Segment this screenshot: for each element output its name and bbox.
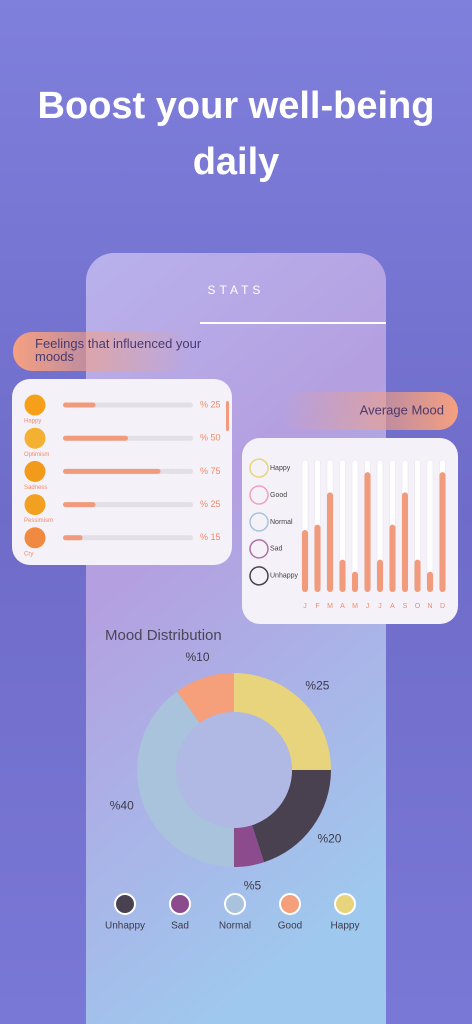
mood-icon bbox=[249, 566, 269, 586]
bar-track bbox=[63, 535, 193, 541]
bar bbox=[63, 535, 83, 541]
bar bbox=[414, 559, 421, 592]
bar bbox=[339, 559, 346, 592]
donut-slice bbox=[234, 825, 264, 867]
x-tick-label: A bbox=[390, 603, 395, 610]
legend-label: Unhappy bbox=[105, 921, 145, 932]
donut-hole bbox=[176, 712, 292, 828]
y-tick-label: Happy bbox=[270, 465, 291, 472]
value-label: %40 bbox=[110, 799, 134, 813]
x-tick-label: D bbox=[440, 603, 445, 610]
legend-swatch bbox=[114, 893, 136, 915]
legend-swatch bbox=[334, 893, 356, 915]
legend-label: Normal bbox=[219, 921, 251, 932]
bar bbox=[302, 530, 308, 592]
x-tick-label: J bbox=[303, 603, 307, 610]
y-tick-label: Unhappy bbox=[270, 573, 299, 580]
bar bbox=[352, 571, 358, 592]
category-label: Optimism bbox=[24, 452, 49, 458]
value-label: % 50 bbox=[200, 433, 221, 443]
bar bbox=[63, 468, 161, 474]
emoji-icon bbox=[24, 527, 46, 549]
x-tick-label: J bbox=[378, 603, 382, 610]
bar bbox=[377, 559, 383, 592]
category-label: Cry bbox=[24, 551, 33, 557]
legend-swatch bbox=[169, 893, 191, 915]
screen-title: STATS bbox=[208, 283, 265, 297]
value-label: % 25 bbox=[200, 499, 221, 509]
chart-title: Mood Distribution bbox=[105, 627, 222, 644]
bar bbox=[314, 524, 321, 592]
donut-slice bbox=[137, 691, 234, 867]
x-tick-label: S bbox=[403, 603, 408, 610]
value-label: %20 bbox=[317, 832, 341, 846]
donut-slice bbox=[251, 770, 331, 863]
emoji-icon bbox=[24, 394, 46, 416]
pill-title: Feelings that influenced your moods bbox=[35, 336, 202, 364]
legend-label: Good bbox=[278, 921, 302, 932]
emoji-icon bbox=[24, 460, 46, 482]
bar bbox=[63, 435, 128, 441]
legend-label: Happy bbox=[331, 921, 360, 932]
bar bbox=[63, 502, 96, 508]
category-label: Pessimism bbox=[24, 518, 53, 524]
y-tick-label: Normal bbox=[270, 519, 293, 526]
value-label: %5 bbox=[244, 879, 262, 893]
x-tick-label: J bbox=[366, 603, 370, 610]
bar bbox=[364, 472, 371, 592]
x-tick-label: M bbox=[327, 603, 333, 610]
emoji-icon bbox=[24, 427, 46, 449]
bar bbox=[389, 524, 396, 592]
pill bbox=[13, 332, 193, 371]
legend-swatch bbox=[279, 893, 301, 915]
bar-track bbox=[63, 502, 193, 508]
x-tick-label: M bbox=[352, 603, 358, 610]
x-tick-label: A bbox=[340, 603, 345, 610]
pill-title: Average Mood bbox=[360, 402, 444, 417]
value-label: % 75 bbox=[200, 466, 221, 476]
bar-track bbox=[63, 402, 193, 408]
value-label: %10 bbox=[186, 650, 210, 664]
donut-slice bbox=[176, 673, 234, 724]
pill bbox=[280, 392, 458, 430]
bar bbox=[63, 402, 96, 408]
value-label: % 25 bbox=[200, 399, 221, 409]
y-tick-label: Good bbox=[270, 492, 287, 499]
value-label: %25 bbox=[305, 679, 329, 693]
emoji-icon bbox=[24, 494, 46, 516]
bar bbox=[402, 492, 408, 592]
legend-swatch bbox=[224, 893, 246, 915]
mood-icon bbox=[249, 512, 269, 532]
mood-icon bbox=[249, 485, 269, 505]
x-tick-label: O bbox=[415, 603, 421, 610]
category-label: Sadness bbox=[24, 485, 47, 491]
bar bbox=[439, 472, 446, 592]
mood-icon bbox=[249, 539, 269, 559]
category-label: Happy bbox=[24, 419, 41, 425]
bar bbox=[427, 571, 433, 592]
value-label: % 15 bbox=[200, 532, 221, 542]
scrollbar bbox=[226, 401, 229, 431]
legend-label: Sad bbox=[171, 921, 189, 932]
bar bbox=[327, 492, 333, 592]
x-tick-label: F bbox=[315, 603, 319, 610]
y-tick-label: Sad bbox=[270, 546, 283, 553]
mood-icon bbox=[249, 458, 269, 478]
x-tick-label: N bbox=[427, 603, 432, 610]
headline: Boost your well-being daily bbox=[37, 85, 435, 183]
donut-slice bbox=[234, 673, 331, 770]
